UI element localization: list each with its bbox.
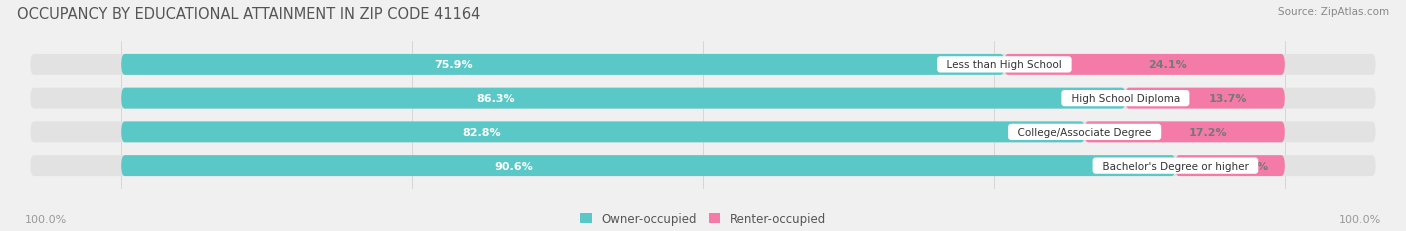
FancyBboxPatch shape bbox=[121, 155, 1175, 176]
Text: 13.7%: 13.7% bbox=[1209, 94, 1247, 104]
Text: College/Associate Degree: College/Associate Degree bbox=[1011, 127, 1159, 137]
Text: High School Diploma: High School Diploma bbox=[1064, 94, 1187, 104]
Text: 86.3%: 86.3% bbox=[477, 94, 515, 104]
Legend: Owner-occupied, Renter-occupied: Owner-occupied, Renter-occupied bbox=[579, 212, 827, 225]
FancyBboxPatch shape bbox=[31, 88, 1375, 109]
FancyBboxPatch shape bbox=[121, 122, 1084, 143]
FancyBboxPatch shape bbox=[1084, 122, 1285, 143]
FancyBboxPatch shape bbox=[31, 155, 1375, 176]
Text: 82.8%: 82.8% bbox=[463, 127, 501, 137]
Text: OCCUPANCY BY EDUCATIONAL ATTAINMENT IN ZIP CODE 41164: OCCUPANCY BY EDUCATIONAL ATTAINMENT IN Z… bbox=[17, 7, 481, 22]
Text: 17.2%: 17.2% bbox=[1188, 127, 1227, 137]
FancyBboxPatch shape bbox=[121, 55, 1004, 76]
Text: 24.1%: 24.1% bbox=[1149, 60, 1187, 70]
Text: Bachelor's Degree or higher: Bachelor's Degree or higher bbox=[1095, 161, 1256, 171]
FancyBboxPatch shape bbox=[1175, 155, 1285, 176]
Text: 100.0%: 100.0% bbox=[25, 214, 67, 224]
FancyBboxPatch shape bbox=[1004, 55, 1285, 76]
Text: 90.6%: 90.6% bbox=[494, 161, 533, 171]
Text: Source: ZipAtlas.com: Source: ZipAtlas.com bbox=[1278, 7, 1389, 17]
FancyBboxPatch shape bbox=[31, 55, 1375, 76]
FancyBboxPatch shape bbox=[121, 88, 1125, 109]
Text: 9.4%: 9.4% bbox=[1237, 161, 1270, 171]
FancyBboxPatch shape bbox=[31, 122, 1375, 143]
Text: 75.9%: 75.9% bbox=[434, 60, 472, 70]
Text: 100.0%: 100.0% bbox=[1339, 214, 1381, 224]
Text: Less than High School: Less than High School bbox=[941, 60, 1069, 70]
FancyBboxPatch shape bbox=[1125, 88, 1285, 109]
